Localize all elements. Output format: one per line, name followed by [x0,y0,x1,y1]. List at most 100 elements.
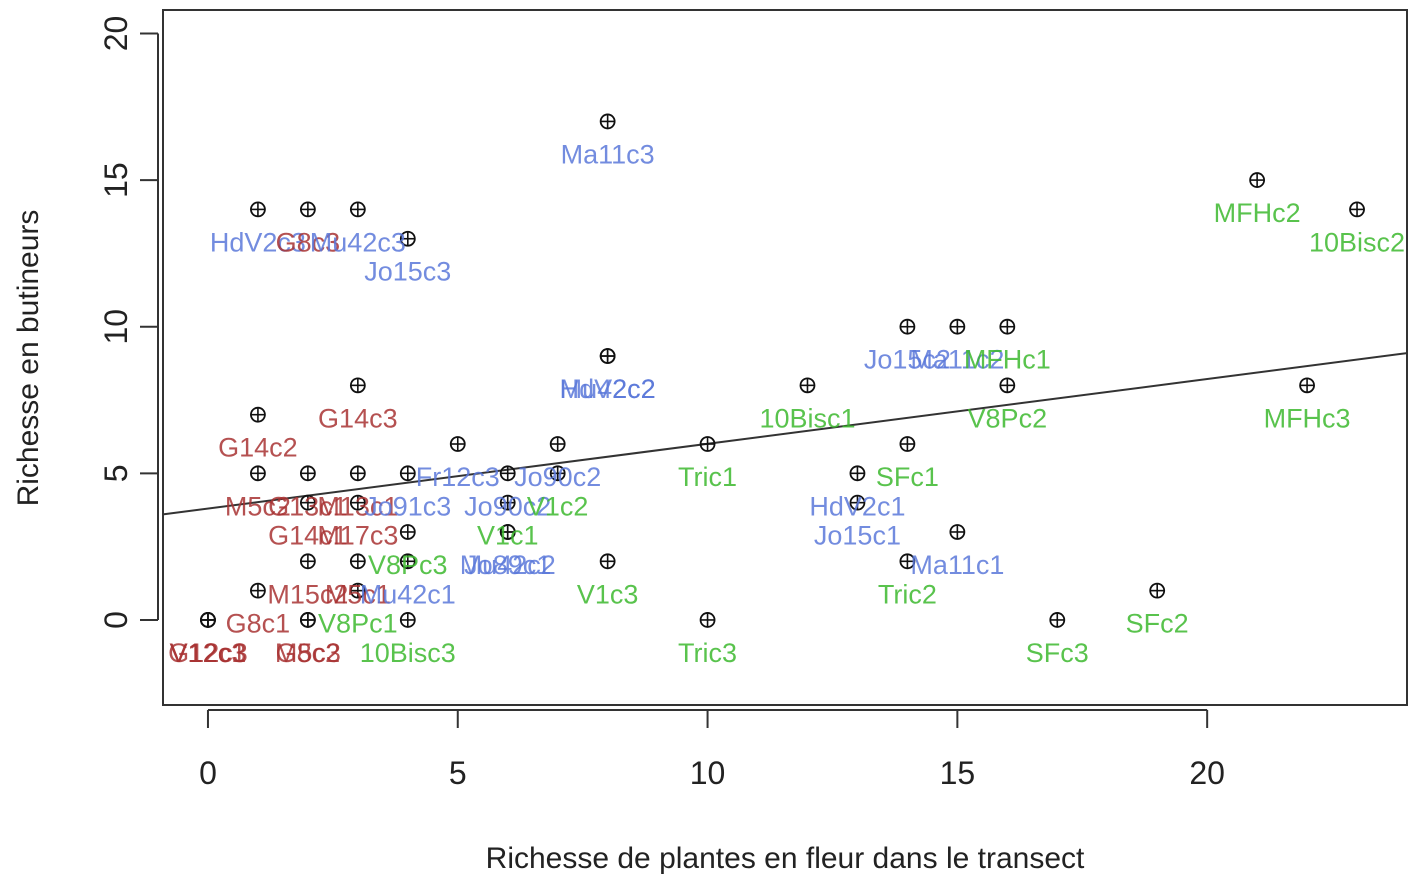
x-axis-label: Richesse de plantes en fleur dans le tra… [486,842,1085,875]
point-label: V12c3 [170,638,247,668]
data-point [250,201,266,218]
point-label: G14c1 [268,521,348,551]
data-point [399,524,416,540]
y-tick-label: 10 [98,309,134,345]
data-point [599,553,616,570]
data-point [499,494,516,511]
y-tick-label: 5 [98,464,134,482]
point-label: G14c2 [218,433,298,463]
point-label: Mu42c1 [360,579,456,609]
data-point [349,553,366,570]
data-point [999,318,1016,335]
point-label: V8Pc3 [368,550,448,580]
points-layer [200,113,1365,628]
data-point [599,113,616,130]
x-tick-label: 0 [199,755,217,791]
data-point [200,612,216,628]
trend-line-layer [162,352,1408,516]
data-point [699,612,716,628]
point-label: MFHc2 [1214,198,1301,228]
point-label: Mu42c2 [460,550,556,580]
data-point [349,494,366,511]
data-point [499,524,516,540]
point-label: MFHc1 [964,345,1051,375]
point-label: G12c3 [168,638,248,668]
point-label: Mu42c3 [310,227,406,257]
point-label: Jo90c2 [514,462,601,492]
data-point [399,612,416,628]
data-point [299,465,316,482]
point-label: V1c3 [577,579,639,609]
x-tick-label: 20 [1189,755,1225,791]
data-point [599,348,616,364]
trend-line [162,352,1408,516]
point-label: Fr12c3 [416,462,500,492]
point-label: Jo90c2 [464,491,551,521]
point-label: Ma11c3 [561,139,655,169]
data-point [349,201,366,218]
point-label: Ma11c1 [910,550,1004,580]
point-label: V1c2 [527,491,589,521]
point-label: V12c1 [170,638,247,668]
data-point [250,465,266,482]
point-label: V8Pc1 [318,609,398,639]
data-point [1349,201,1365,218]
y-tick-label: 0 [98,611,134,629]
data-point [349,465,366,482]
point-label: M15c2 [267,579,348,609]
y-axis-label: Richesse en butineurs [12,210,45,507]
x-tick-label: 10 [690,755,726,791]
data-point [549,465,566,482]
point-label: HdV2c2 [560,374,656,404]
data-point [849,465,866,482]
point-label: M5c3 [275,638,341,668]
point-label: Tric1 [678,462,737,492]
y-axis: 0 5 10 15 20 [98,16,159,629]
data-point [1049,612,1066,628]
data-point [899,553,916,570]
data-point [250,582,266,599]
data-point [1249,172,1266,188]
data-point [899,318,916,335]
point-label: G14c3 [318,403,398,433]
point-label: V8Pc2 [968,403,1048,433]
point-label: SFc3 [1026,638,1089,668]
data-point [299,201,316,218]
y-tick-label: 15 [98,162,134,198]
point-label: HdV2c1 [809,491,905,521]
point-label: G13c1 [268,491,348,521]
data-point [449,436,466,452]
point-label: Mu42c2 [560,374,656,404]
data-point [349,582,366,599]
point-label: G8c3 [276,227,341,257]
point-label: V1c1 [477,521,539,551]
point-label: G8c1 [226,609,291,639]
point-label: M5c2 [225,491,291,521]
data-point [299,612,316,628]
point-label: G8c2 [276,638,341,668]
point-label: Tric2 [878,579,937,609]
data-point [250,406,266,423]
point-label: HdV2c3 [210,227,306,257]
plot-frame [162,9,1408,706]
data-point [899,436,916,452]
x-tick-label: 5 [449,755,467,791]
point-label: 10Bisc1 [759,403,855,433]
point-label: Jo91c3 [364,491,451,521]
data-point [1149,582,1166,599]
point-label: M17c3 [317,521,398,551]
point-label: Tric3 [678,638,737,668]
data-point [949,524,966,540]
point-label: Jo15c2 [864,345,951,375]
point-label: 10Bisc2 [1309,227,1405,257]
data-point [849,494,866,511]
data-point [499,465,516,482]
x-axis: 0 5 10 15 20 [199,709,1225,791]
data-point [699,436,716,452]
data-point [399,553,416,570]
point-label: Jo89c1 [464,550,551,580]
point-label: Jo15c1 [814,521,901,551]
data-point [799,377,816,394]
point-label: M5c1 [325,579,391,609]
